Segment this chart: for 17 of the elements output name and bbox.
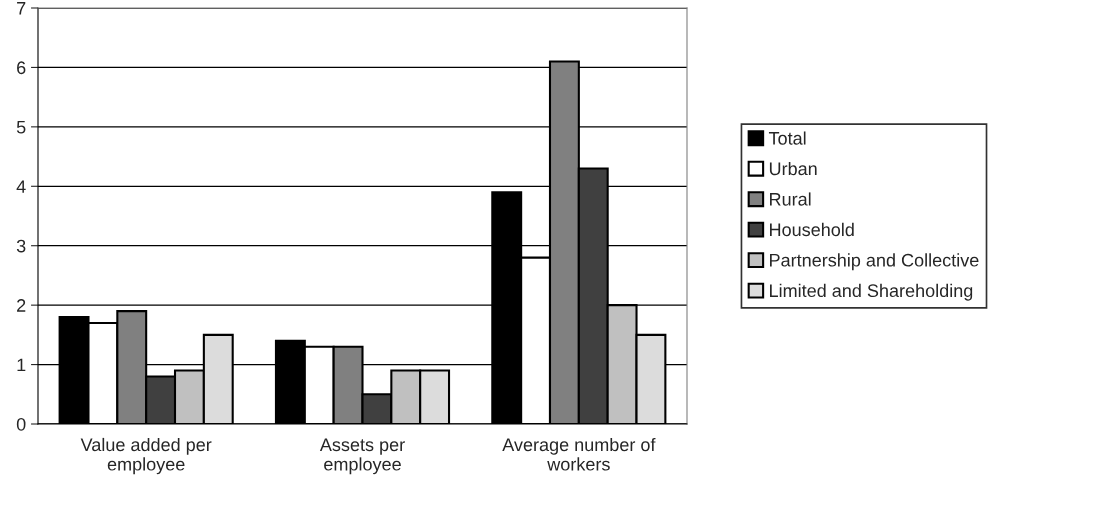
legend-label: Partnership and Collective xyxy=(770,253,979,271)
y-tick-label: 1 xyxy=(17,358,26,372)
legend-label: Urban xyxy=(769,161,817,176)
y-tick-label: 3 xyxy=(16,239,26,253)
legend-label: Total xyxy=(768,131,806,145)
y-tick-label: 6 xyxy=(17,61,26,75)
y-tick-label: 4 xyxy=(16,180,26,193)
x-tick-label: Average number of workers xyxy=(502,437,656,471)
legend-label: Limited and Shareholding xyxy=(770,283,973,301)
legend-label: Household xyxy=(770,222,854,237)
x-tick-label: Value added per employee xyxy=(80,437,212,475)
y-tick-label: 2 xyxy=(17,299,26,312)
y-tick-label: 0 xyxy=(16,417,26,431)
y-tick-label: 5 xyxy=(16,120,26,134)
legend-label: Rural xyxy=(770,192,811,206)
y-tick-label: 7 xyxy=(17,2,26,15)
x-tick-label: Assets per employee xyxy=(319,438,405,475)
